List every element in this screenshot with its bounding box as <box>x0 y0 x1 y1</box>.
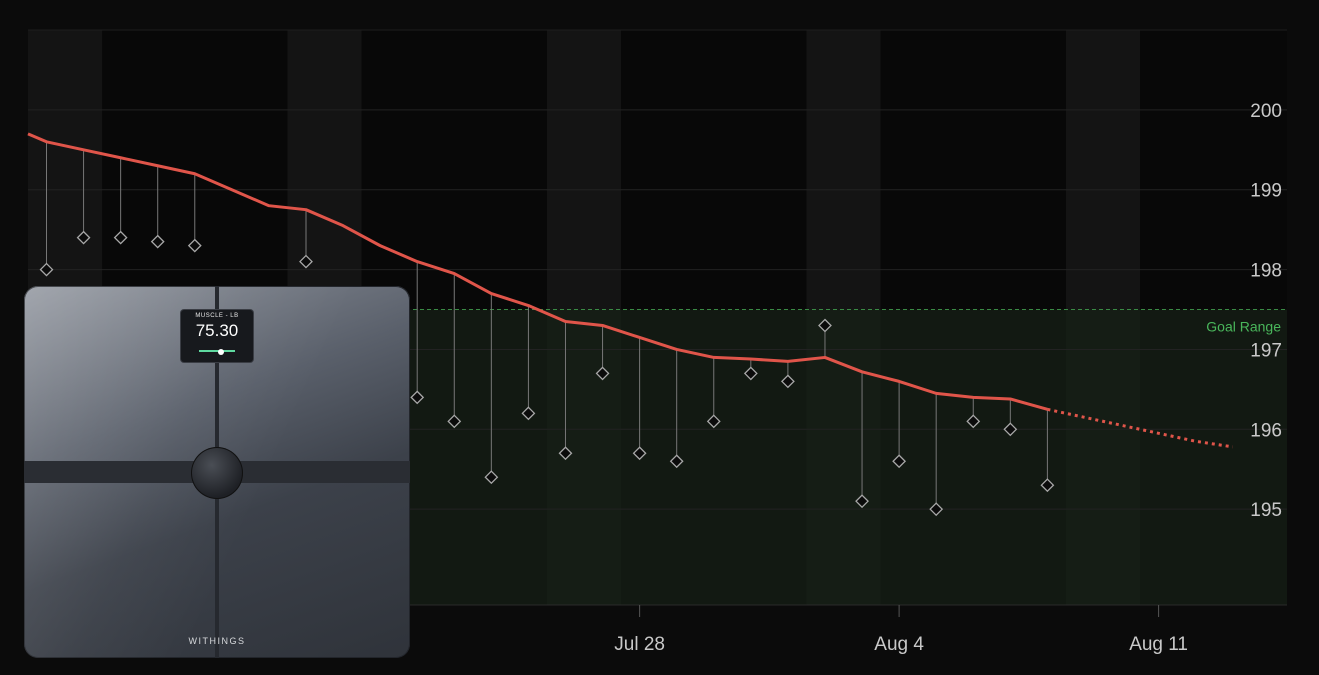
scale-display-value: 75.30 <box>195 321 239 340</box>
x-tick-label: Aug 4 <box>874 634 924 655</box>
y-tick-label: 195 <box>1250 500 1282 521</box>
weigh-in-marker <box>966 414 981 429</box>
weigh-in-marker <box>521 406 536 421</box>
weigh-in-marker <box>706 414 721 429</box>
weigh-in-marker <box>929 502 944 517</box>
weekend-band <box>287 30 362 310</box>
weigh-in-marker <box>39 262 54 277</box>
weigh-in-marker <box>743 366 758 381</box>
weigh-in-marker <box>780 374 795 389</box>
y-tick-label: 197 <box>1250 340 1282 361</box>
weigh-in-marker <box>76 230 91 245</box>
weekend-band <box>546 30 622 310</box>
weigh-in-marker <box>632 446 647 461</box>
trend-lines <box>27 132 1233 449</box>
scale-display-slider <box>199 350 235 352</box>
x-axis: Jul 28 Aug 4 Aug 11 <box>614 605 1188 655</box>
x-tick-label: Jul 28 <box>614 634 665 655</box>
scale-display-header: MUSCLE - LB <box>195 313 239 319</box>
scale-button <box>191 447 243 499</box>
weigh-in-marker <box>484 470 499 485</box>
x-tick-label: Aug 11 <box>1129 634 1188 655</box>
weigh-in-markers <box>39 230 1055 517</box>
weigh-in-marker <box>855 494 869 509</box>
scale-display-slider-dot <box>218 349 224 355</box>
weigh-in-marker <box>113 230 128 245</box>
weigh-in-marker <box>447 414 462 429</box>
goal-range-label: Goal Range <box>1206 319 1281 335</box>
deviation-stems <box>46 141 1048 510</box>
y-axis: 195 196 197 198 199 200 <box>1250 101 1282 521</box>
y-tick-label: 200 <box>1250 101 1282 122</box>
scale-display: MUSCLE - LB 75.30 <box>181 310 253 362</box>
y-tick-label: 199 <box>1250 181 1282 202</box>
weigh-in-marker <box>187 238 202 253</box>
y-tick-label: 198 <box>1250 261 1282 282</box>
weekend-band <box>1065 30 1141 310</box>
weigh-in-marker <box>892 454 907 469</box>
weekend-band <box>28 30 103 310</box>
weigh-in-marker <box>1040 478 1055 493</box>
scale-photo: MUSCLE - LB 75.30 WITHINGS <box>24 286 410 658</box>
weigh-in-marker <box>669 454 684 469</box>
weekend-band <box>806 30 881 310</box>
weigh-in-marker <box>150 234 165 249</box>
weigh-in-marker <box>818 318 832 333</box>
trend-line <box>27 132 1048 411</box>
weigh-in-marker <box>558 446 573 461</box>
weigh-in-marker <box>595 366 610 381</box>
scale-brand: WITHINGS <box>188 636 246 646</box>
y-tick-label: 196 <box>1250 420 1282 441</box>
weigh-in-marker <box>299 254 313 269</box>
weigh-in-marker <box>410 390 425 405</box>
weigh-in-marker <box>1003 422 1018 437</box>
